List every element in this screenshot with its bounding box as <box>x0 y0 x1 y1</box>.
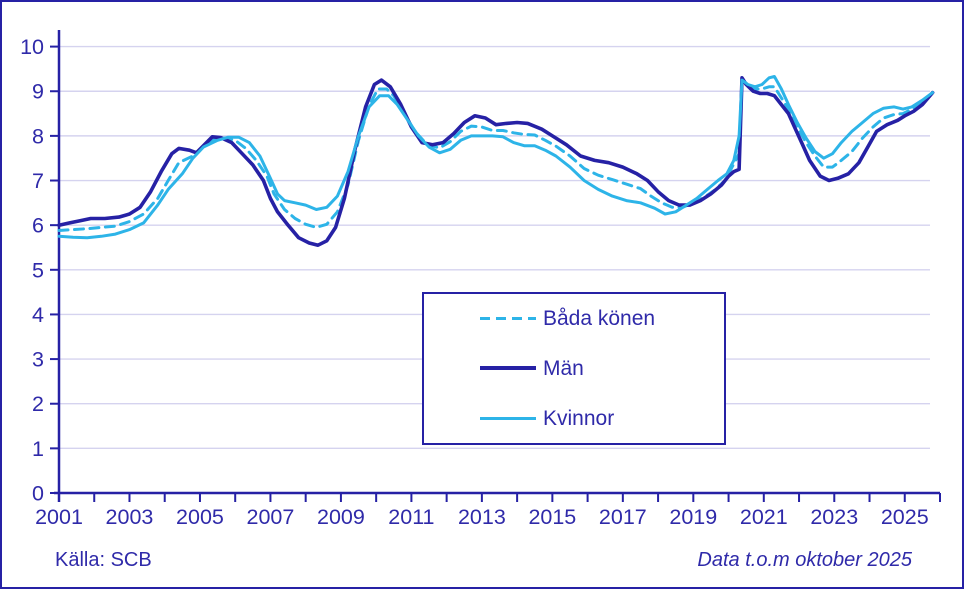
x-tick-label-2019: 2019 <box>669 505 717 529</box>
y-tick-label-4: 4 <box>32 303 44 327</box>
series-line-kvinnor <box>57 75 935 240</box>
legend: Båda könen Män Kvinnor <box>422 292 726 445</box>
x-tick-label-2017: 2017 <box>599 505 647 529</box>
x-tick-label-2005: 2005 <box>176 505 224 529</box>
x-tick-label-2007: 2007 <box>247 505 295 529</box>
y-tick-label-1: 1 <box>32 437 44 461</box>
y-tick-label-0: 0 <box>32 482 44 506</box>
x-tick-label-2003: 2003 <box>106 505 154 529</box>
legend-label-man: Män <box>543 356 584 380</box>
x-tick-label-2015: 2015 <box>528 505 576 529</box>
y-tick-label-6: 6 <box>32 214 44 238</box>
dashed-line-sample <box>480 317 536 321</box>
legend-item-man: Män <box>424 358 724 379</box>
x-tick-label-2023: 2023 <box>810 505 858 529</box>
y-tick-label-3: 3 <box>32 348 44 372</box>
series-line-m-n <box>57 76 935 247</box>
series-line-b-da-k-nen <box>57 77 935 232</box>
x-tick-label-2025: 2025 <box>881 505 929 529</box>
y-tick-label-8: 8 <box>32 124 44 148</box>
solid-line-sample-kvinnor <box>480 416 536 420</box>
legend-label-kvinnor: Kvinnor <box>543 406 615 430</box>
legend-label-bada-konen: Båda könen <box>543 307 656 331</box>
solid-line-sample-man <box>480 366 536 371</box>
x-tick-label-2021: 2021 <box>740 505 788 529</box>
y-tick-label-5: 5 <box>32 258 44 282</box>
x-tick-label-2001: 2001 <box>35 505 83 529</box>
x-tick-label-2011: 2011 <box>388 505 434 529</box>
legend-item-kvinnor: Kvinnor <box>424 408 724 429</box>
legend-item-bada-konen: Båda könen <box>424 308 724 329</box>
y-tick-label-9: 9 <box>32 80 44 104</box>
y-tick-label-10: 10 <box>20 35 44 59</box>
y-tick-label-2: 2 <box>32 392 44 416</box>
x-tick-label-2009: 2009 <box>317 505 365 529</box>
data-note: Data t.o.m oktober 2025 <box>697 549 912 571</box>
source-caption: Källa: SCB <box>55 549 152 571</box>
y-tick-label-7: 7 <box>32 169 44 193</box>
x-tick-label-2013: 2013 <box>458 505 506 529</box>
